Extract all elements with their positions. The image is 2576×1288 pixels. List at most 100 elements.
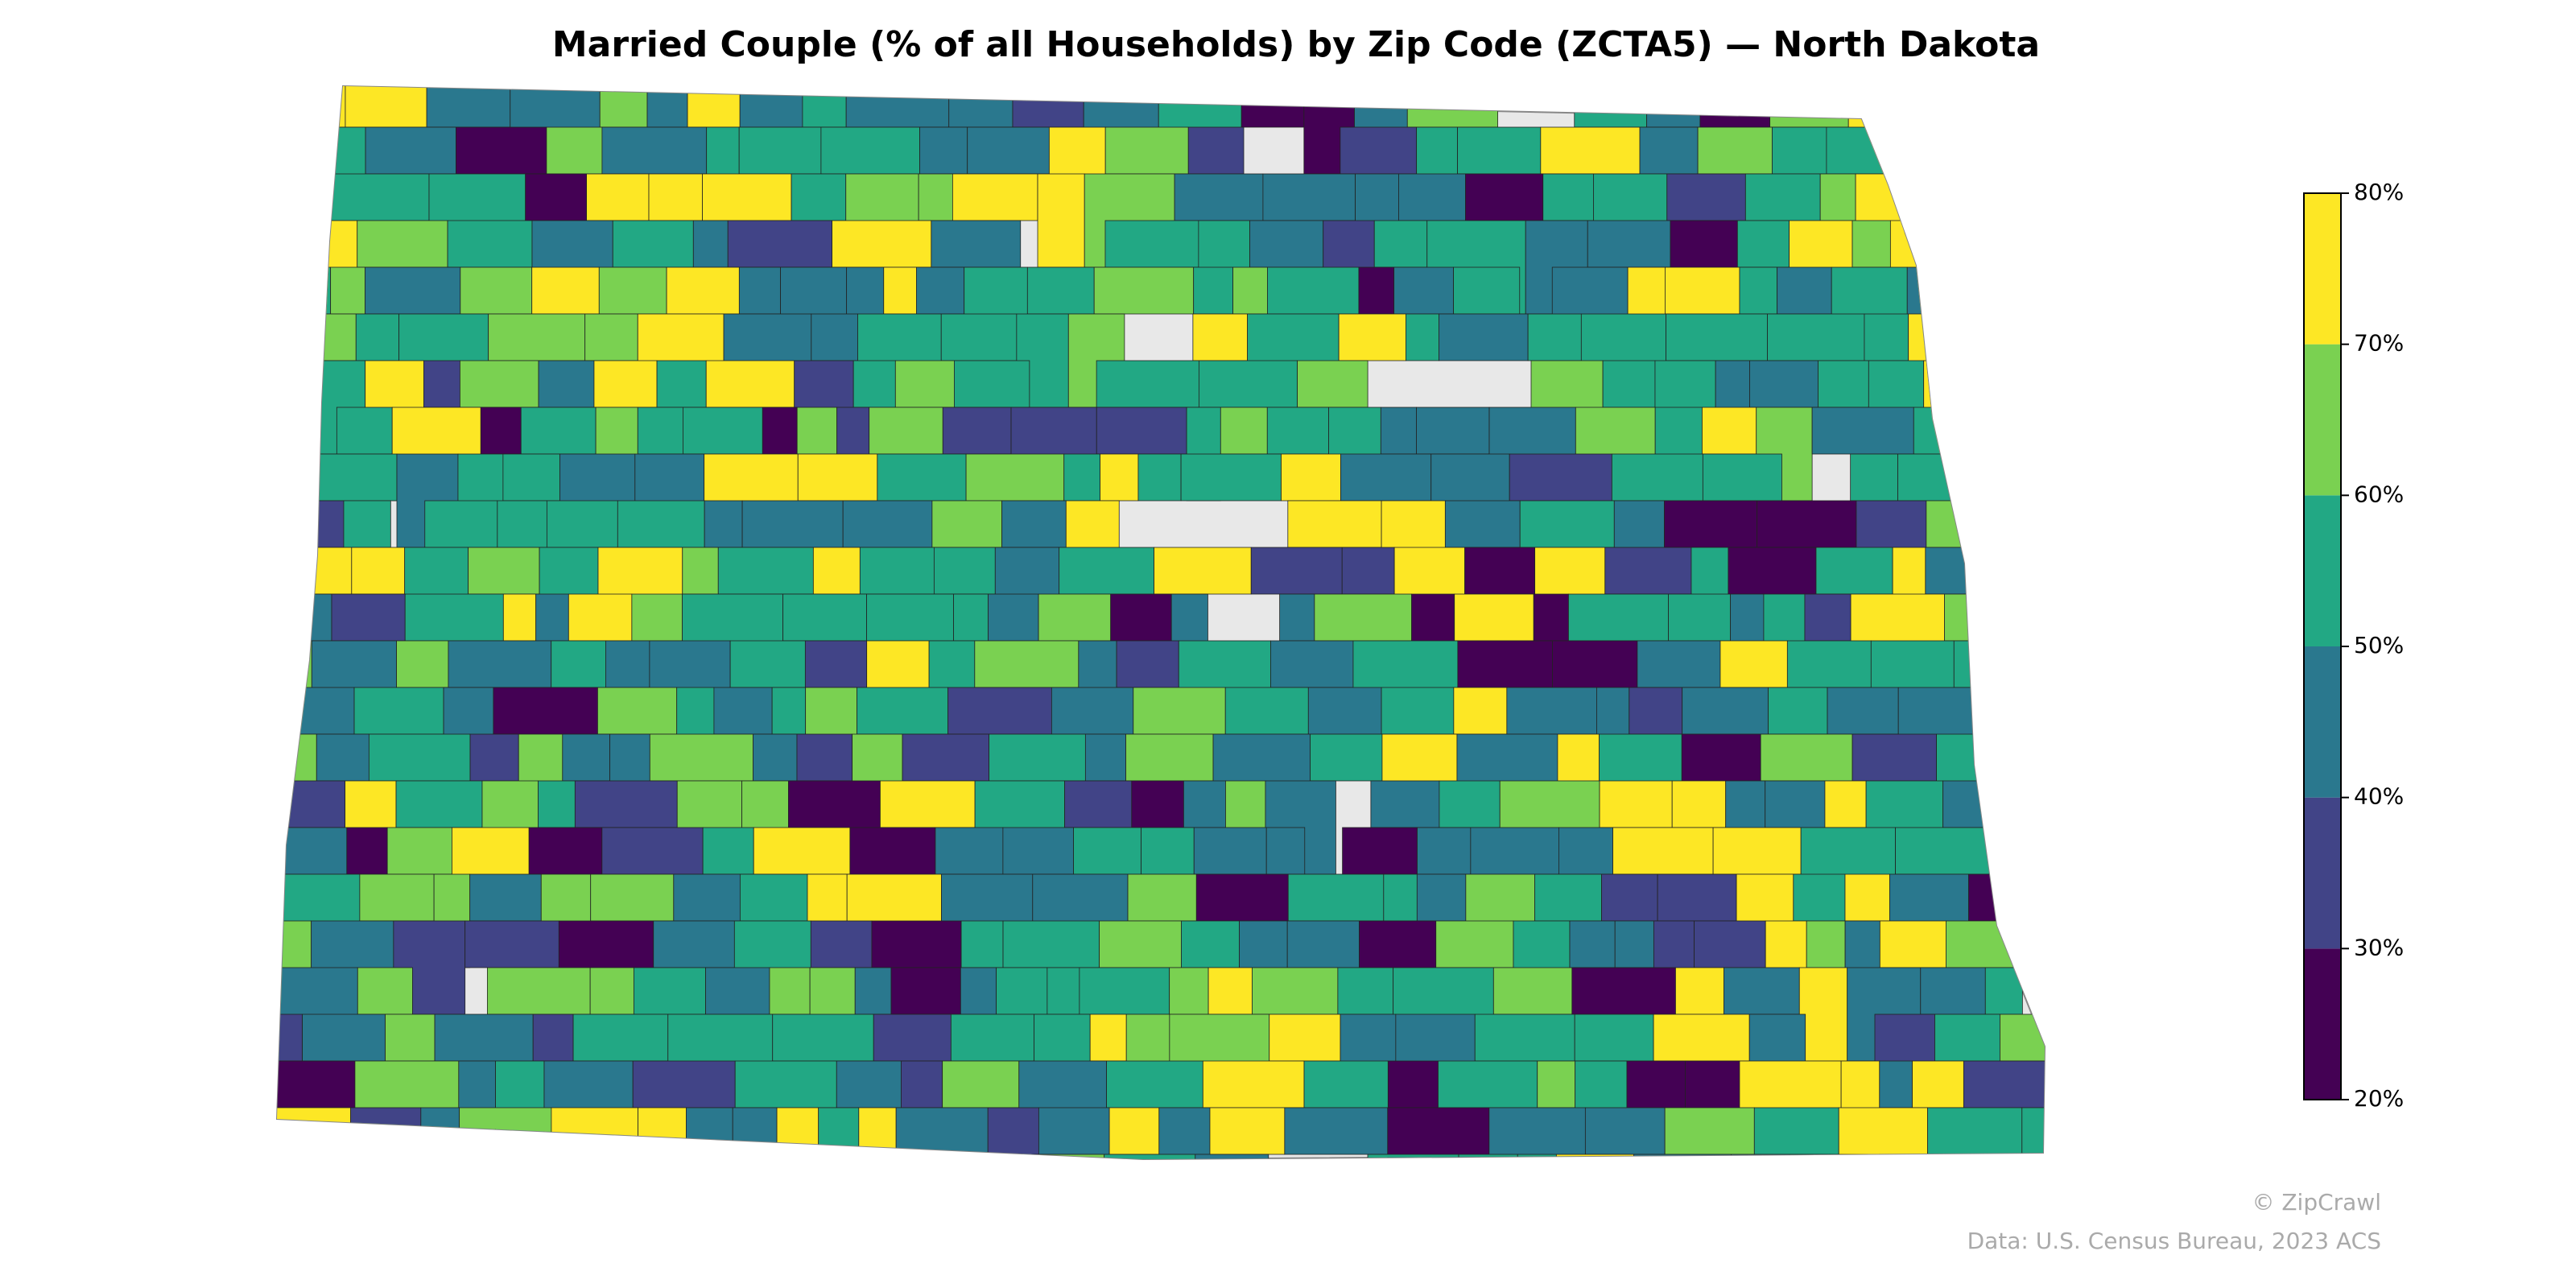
zip-region (1988, 827, 2042, 875)
zip-region (464, 920, 559, 968)
zip-region (1337, 967, 1394, 1015)
zip-region (385, 1013, 436, 1062)
zip-region (343, 500, 391, 548)
zip-region (1509, 453, 1612, 502)
zip-region (933, 547, 996, 595)
zip-region (931, 220, 1022, 268)
zip-region (1558, 827, 1613, 875)
zip-region (738, 266, 781, 315)
zip-region (648, 173, 703, 221)
zip-region (359, 873, 435, 922)
zip-regions (277, 86, 2111, 1159)
zip-region (1666, 173, 1746, 221)
zip-region (1208, 967, 1253, 1015)
zip-region (277, 593, 332, 642)
colorbar-tick-label: 30% (2354, 934, 2404, 960)
zip-region (1611, 453, 1703, 502)
zip-region (1084, 733, 1126, 782)
zip-region (1815, 547, 1893, 595)
zip-region (776, 1107, 819, 1155)
zip-region (1946, 920, 2039, 968)
zip-region (1286, 920, 1360, 968)
zip-region (2007, 547, 2044, 595)
zip-region (2047, 1061, 2111, 1108)
zip-region (1287, 873, 1385, 922)
zip-region (1416, 407, 1490, 455)
zip-region (883, 266, 917, 315)
zip-region (277, 1107, 352, 1159)
zip-region (741, 500, 844, 548)
zip-region (797, 453, 878, 502)
zip-region (1760, 733, 1853, 782)
zip-region (1668, 593, 1732, 642)
zip-region (895, 1107, 989, 1155)
zip-region (1569, 920, 1616, 968)
zip-region (1681, 733, 1761, 782)
zip-region (646, 86, 688, 128)
zip-region (931, 500, 1002, 548)
zip-region (704, 500, 743, 548)
zip-region (687, 86, 741, 128)
zip-region (1104, 1154, 1196, 1159)
zip-region (638, 1107, 687, 1155)
zip-region (1827, 687, 1899, 735)
zip-region (1281, 453, 1341, 502)
zip-region (1096, 407, 1187, 455)
zip-region (1059, 547, 1154, 595)
zip-region (996, 967, 1048, 1015)
zip-region (448, 640, 552, 688)
zip-region (493, 687, 598, 735)
zip-region (1975, 313, 2045, 408)
zip-region (1984, 967, 2023, 1015)
zip-region (520, 407, 597, 455)
zip-region (368, 733, 471, 782)
zip-region (346, 827, 388, 875)
zip-region (1340, 453, 1432, 502)
zip-region (1798, 967, 1848, 1062)
zip-region (919, 126, 968, 175)
zip-region (1574, 1013, 1654, 1062)
zip-region (1850, 453, 1898, 502)
zip-region (590, 873, 675, 922)
zip-region (1187, 126, 1245, 175)
zip-region (2033, 173, 2045, 221)
zip-region (1338, 313, 1406, 361)
zip-region (2026, 407, 2045, 455)
zip-region (386, 827, 452, 875)
zip-region (698, 1154, 793, 1159)
zip-region (1002, 827, 1074, 875)
zip-region (987, 1107, 1039, 1155)
zip-region (598, 266, 667, 315)
zip-region (833, 1154, 894, 1159)
zip-region (459, 1107, 552, 1155)
zip-region (738, 126, 822, 175)
zip-region (631, 593, 683, 642)
zip-region (967, 126, 1050, 175)
zip-region (1046, 967, 1080, 1015)
colorbar-tick-label: 80% (2354, 179, 2404, 205)
zip-region (1819, 173, 1856, 221)
zip-region (1895, 827, 1990, 875)
zip-region (702, 173, 792, 221)
zip-region (502, 453, 560, 502)
zip-region (467, 1154, 566, 1159)
zip-region (1934, 1013, 2000, 1062)
zip-region (753, 827, 851, 875)
zip-region (368, 1154, 408, 1159)
zip-region (1488, 1107, 1586, 1159)
zip-region (1744, 173, 1821, 221)
zip-region (1864, 313, 1909, 361)
zip-region (1174, 173, 1264, 221)
zip-region (1193, 266, 1234, 315)
zip-region (1993, 407, 2028, 455)
zip-region (1131, 780, 1184, 828)
zip-region (355, 313, 400, 361)
zip-region (1340, 126, 1418, 175)
zip-region (1303, 1060, 1389, 1108)
zip-region (1997, 86, 2045, 128)
zip-region (2021, 500, 2045, 595)
zip-region (802, 86, 847, 128)
zip-region (1358, 266, 1395, 315)
zip-region (353, 687, 444, 735)
zip-region (1406, 86, 1498, 128)
